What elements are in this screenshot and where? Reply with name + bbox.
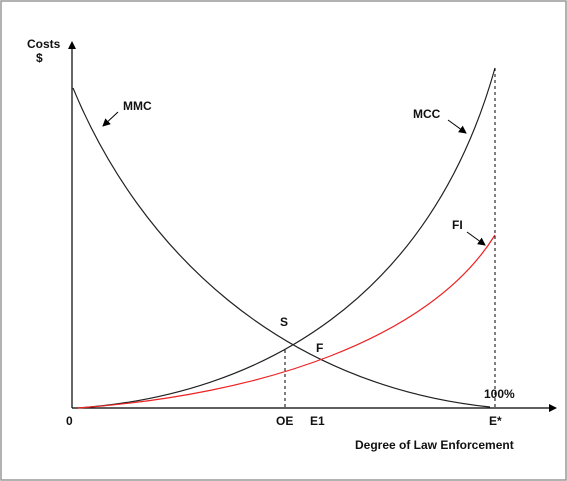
x-axis-label: Degree of Law Enforcement	[355, 438, 514, 452]
curve-label: FI	[452, 218, 463, 232]
annotation: 100%	[484, 387, 515, 401]
y-axis-unit: $	[36, 51, 43, 65]
fi-curve	[77, 234, 496, 409]
y-axis-label: Costs	[27, 37, 61, 51]
mmc-curve	[72, 87, 491, 408]
origin-label: 0	[66, 414, 73, 428]
x-point-label: OE	[276, 414, 293, 428]
x-point-label: E1	[310, 414, 325, 428]
mmc-arrow	[102, 111, 119, 127]
mcc-curve	[77, 67, 496, 409]
curve-label: MCC	[413, 107, 441, 121]
point-label: F	[316, 341, 323, 355]
mcc-arrow	[447, 119, 467, 134]
x-point-label: E*	[489, 414, 502, 428]
curve-label: MMC	[123, 99, 152, 113]
point-label: S	[280, 315, 288, 329]
fi-arrow	[466, 231, 486, 246]
